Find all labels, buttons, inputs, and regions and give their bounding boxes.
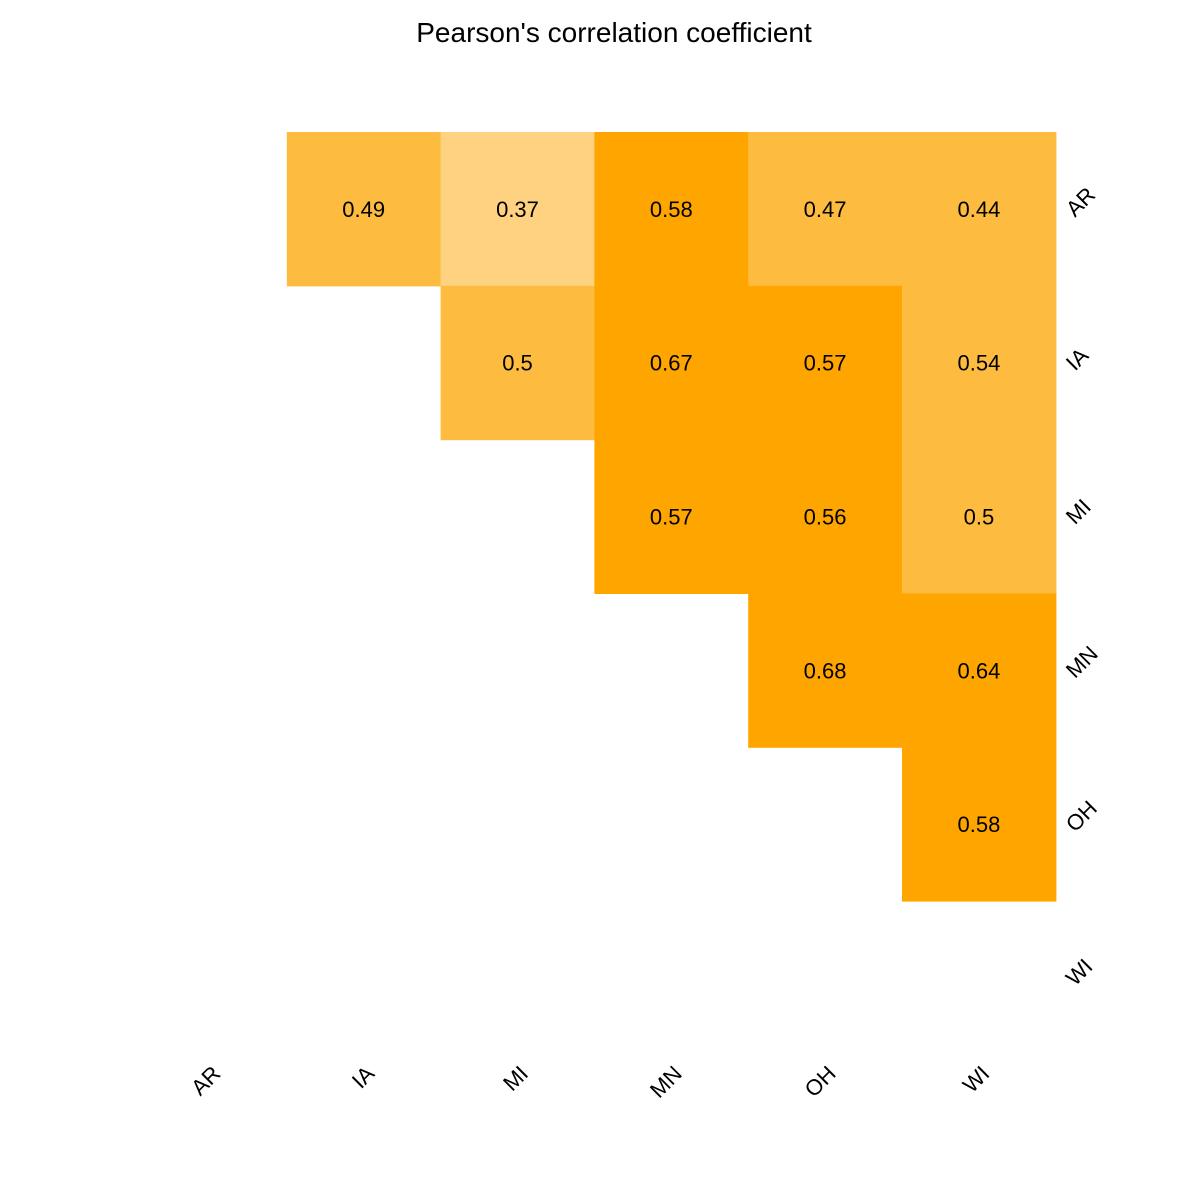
y-tick-label-mi: MI xyxy=(1061,494,1096,529)
cell-value-label: 0.57 xyxy=(804,351,847,376)
y-tick-label-mn: MN xyxy=(1061,641,1103,683)
x-tick-label-mi: MI xyxy=(498,1061,533,1096)
heatmap-cell-mi-wi xyxy=(902,439,1057,594)
heatmap-cell-ar-oh xyxy=(748,132,903,287)
heatmap-cell-mi-mn xyxy=(594,439,749,594)
heatmap-cell-ia-mn xyxy=(594,285,749,441)
x-axis-tick-labels: AR IA MI MN OH WI xyxy=(186,1061,994,1103)
cell-value-label: 0.64 xyxy=(957,658,1000,683)
cell-value-label: 0.68 xyxy=(804,658,847,683)
cell-value-label: 0.56 xyxy=(804,505,847,530)
y-tick-label-ar: AR xyxy=(1061,182,1100,221)
heatmap-cell-mn-oh xyxy=(748,593,903,748)
cell-value-label: 0.57 xyxy=(650,505,693,530)
y-tick-label-oh: OH xyxy=(1061,796,1102,837)
chart-title: Pearson's correlation coefficient xyxy=(416,17,812,48)
heatmap-cell-ar-mi xyxy=(440,132,595,287)
y-axis-tick-labels: AR IA MI MN OH WI xyxy=(1061,182,1103,990)
cell-value-label: 0.37 xyxy=(496,197,539,222)
heatmap-cell-ia-oh xyxy=(748,285,903,441)
y-tick-label-ia: IA xyxy=(1061,343,1094,376)
heatmap-cell-oh-wi xyxy=(902,747,1057,902)
x-tick-label-mn: MN xyxy=(645,1061,687,1103)
heatmap-cell-ia-mi xyxy=(440,285,595,441)
cell-value-label: 0.67 xyxy=(650,351,693,376)
heatmap-cell-ar-ia xyxy=(286,132,442,287)
x-tick-label-ar: AR xyxy=(186,1061,225,1100)
cell-value-label: 0.58 xyxy=(957,812,1000,837)
heatmap-cell-ar-mn xyxy=(594,132,749,287)
y-tick-label-wi: WI xyxy=(1061,954,1098,991)
x-tick-label-oh: OH xyxy=(800,1061,841,1102)
heatmap-cells xyxy=(286,132,1057,902)
cell-value-label: 0.5 xyxy=(502,351,533,376)
cell-value-label: 0.58 xyxy=(650,197,693,222)
x-tick-label-wi: WI xyxy=(958,1061,995,1098)
heatmap-cell-ar-wi xyxy=(902,132,1057,287)
cell-value-label: 0.54 xyxy=(957,351,1000,376)
cell-value-label: 0.49 xyxy=(342,197,385,222)
cell-value-label: 0.5 xyxy=(964,505,995,530)
heatmap-cell-mn-wi xyxy=(902,593,1057,748)
cell-value-label: 0.47 xyxy=(804,197,847,222)
heatmap-cell-ia-wi xyxy=(902,285,1057,441)
cell-value-label: 0.44 xyxy=(957,197,1000,222)
heatmap-cell-labels: 0.49 0.37 0.58 0.47 0.44 0.5 0.67 0.57 0.54 0.57 0… xyxy=(342,197,1000,837)
x-tick-label-ia: IA xyxy=(347,1061,380,1094)
heatmap-cell-mi-oh xyxy=(748,439,903,594)
